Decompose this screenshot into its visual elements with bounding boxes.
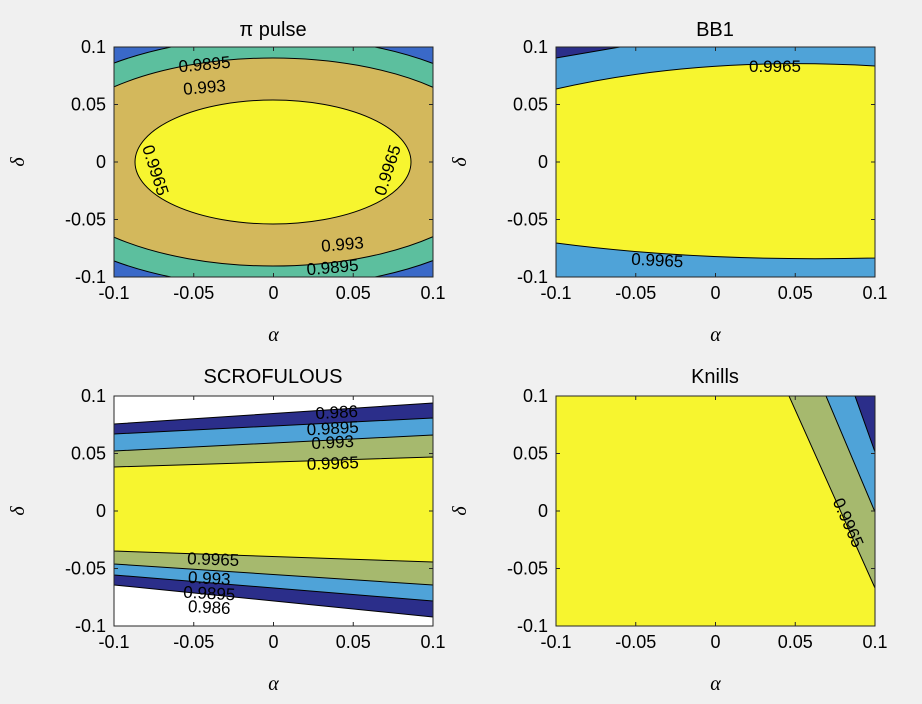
chart-title: SCROFULOUS xyxy=(204,366,343,388)
contour-label: 0.993 xyxy=(183,76,227,99)
x-tick-label: -0.1 xyxy=(540,283,571,303)
contour-label: 0.9965 xyxy=(187,549,240,570)
y-tick-label: 0 xyxy=(96,152,106,172)
panel-bb1: BB1 0.9965 0.9965 xyxy=(555,19,876,278)
x-tick-label: 0 xyxy=(268,283,278,303)
chart-title: π pulse xyxy=(239,19,306,41)
region-level-1 xyxy=(825,396,875,513)
x-tick-label: 0.05 xyxy=(778,283,813,303)
x-tick-label: 0.1 xyxy=(420,632,445,652)
x-axis-label: α xyxy=(710,324,721,346)
y-axis-label: δ xyxy=(449,157,471,167)
region-level-0 xyxy=(854,396,875,453)
axes-layer: -0.1 -0.05 0 0.05 0.1 0.1 0.05 0 -0.05 -0.1 α δ -0.1… xyxy=(7,37,888,695)
contour-label: 0.986 xyxy=(315,402,358,423)
panel-scrofulous: SCROFULOUS 0.986 0.9895 0.993 0.9965 0.9… xyxy=(113,366,434,627)
x-tick-label: -0.05 xyxy=(615,632,656,652)
contour-label: 0.9965 xyxy=(631,250,684,272)
y-tick-label: -0.1 xyxy=(517,267,548,287)
x-tick-label: -0.1 xyxy=(98,632,129,652)
contour-label: 0.993 xyxy=(311,432,354,453)
y-tick-label: -0.05 xyxy=(65,210,106,230)
x-tick-label: -0.1 xyxy=(98,283,129,303)
contour-label: 0.993 xyxy=(321,233,365,256)
x-axis-label: α xyxy=(710,673,721,695)
x-axis-label: α xyxy=(268,324,279,346)
region-level-3 xyxy=(114,456,433,563)
contour-label: 0.993 xyxy=(188,568,231,589)
y-tick-label: 0 xyxy=(538,501,548,521)
contour-label: 0.9965 xyxy=(749,57,801,76)
chart-title: Knills xyxy=(691,366,739,388)
y-tick-label: -0.1 xyxy=(75,267,106,287)
x-tick-label: 0.1 xyxy=(862,632,887,652)
y-tick-label: 0.05 xyxy=(71,95,106,115)
y-tick-label: -0.1 xyxy=(517,616,548,636)
chart-title: BB1 xyxy=(696,19,734,41)
x-tick-label: 0.05 xyxy=(778,632,813,652)
y-tick-label: -0.05 xyxy=(507,559,548,579)
contour-label: 0.9895 xyxy=(306,418,359,440)
y-tick-label: 0.1 xyxy=(523,386,548,406)
x-tick-label: -0.05 xyxy=(173,283,214,303)
contour-label: 0.9895 xyxy=(183,583,236,605)
panel-pi-pulse: π pulse 0.9895 0.993 0.9965 0.9965 0.993… xyxy=(113,19,434,279)
x-axis-label: α xyxy=(268,673,279,695)
y-tick-label: 0.05 xyxy=(513,95,548,115)
y-axis-label: δ xyxy=(7,506,29,516)
y-tick-label: -0.05 xyxy=(507,210,548,230)
y-tick-label: 0 xyxy=(538,152,548,172)
y-tick-label: 0.1 xyxy=(81,37,106,57)
y-tick-label: 0.05 xyxy=(71,444,106,464)
x-tick-label: 0 xyxy=(710,632,720,652)
x-tick-label: 0 xyxy=(710,283,720,303)
x-tick-label: 0 xyxy=(268,632,278,652)
x-tick-label: -0.05 xyxy=(615,283,656,303)
x-tick-label: 0.05 xyxy=(336,283,371,303)
y-tick-label: 0 xyxy=(96,501,106,521)
y-tick-label: 0.1 xyxy=(81,386,106,406)
y-axis-label: δ xyxy=(449,506,471,516)
panel-knills: Knills 0.9965 xyxy=(555,366,876,627)
x-tick-label: -0.05 xyxy=(173,632,214,652)
x-tick-label: 0.05 xyxy=(336,632,371,652)
y-tick-label: 0.05 xyxy=(513,444,548,464)
region-level-3 xyxy=(556,63,875,260)
contour-label: 0.9895 xyxy=(178,53,231,76)
x-tick-label: 0.1 xyxy=(420,283,445,303)
y-tick-label: -0.05 xyxy=(65,559,106,579)
region-level-4 xyxy=(134,99,412,225)
y-tick-label: 0.1 xyxy=(523,37,548,57)
contour-label: 0.9965 xyxy=(306,453,359,474)
contour-label: 0.9895 xyxy=(306,256,359,279)
contour-label: 0.986 xyxy=(188,597,231,618)
x-tick-label: -0.1 xyxy=(540,632,571,652)
y-axis-label: δ xyxy=(7,157,29,167)
y-tick-label: -0.1 xyxy=(75,616,106,636)
x-tick-label: 0.1 xyxy=(862,283,887,303)
